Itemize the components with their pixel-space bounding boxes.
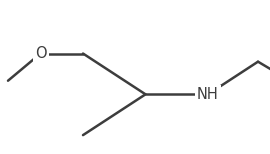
Text: NH: NH xyxy=(197,87,219,102)
Text: O: O xyxy=(35,46,46,61)
